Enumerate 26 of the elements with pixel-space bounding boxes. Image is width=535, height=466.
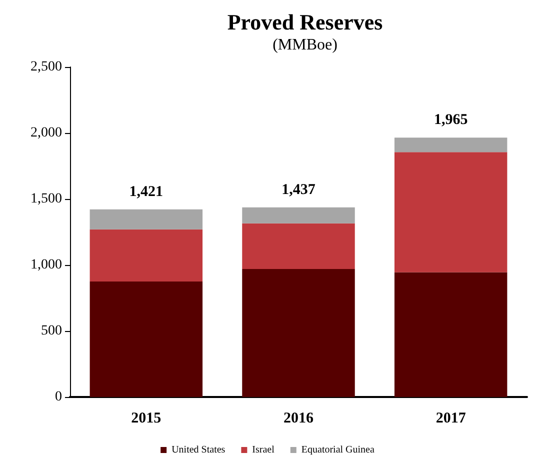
legend-label: United States — [172, 444, 226, 456]
y-tick-label: 2,500 — [30, 60, 62, 74]
total-label: 1,421 — [129, 184, 164, 200]
bar — [242, 268, 355, 397]
y-tick-label: 0 — [55, 390, 62, 404]
x-tick-label: 2017 — [436, 410, 466, 426]
bar — [90, 229, 203, 282]
legend-label: Israel — [252, 444, 275, 456]
bar — [394, 138, 508, 152]
x-tick-label: 2015 — [131, 410, 162, 426]
y-tick-label: 500 — [41, 324, 62, 338]
chart-title: Proved Reserves — [227, 10, 384, 34]
bar — [394, 272, 508, 397]
total-label: 1,965 — [434, 112, 468, 128]
bar — [90, 282, 203, 397]
y-tick-label: 1,500 — [30, 192, 62, 206]
y-tick-label: 1,000 — [30, 258, 62, 272]
bar — [90, 209, 203, 230]
legend-label: Equatorial Guinea — [301, 444, 375, 456]
x-tick-label: 2016 — [284, 410, 314, 426]
y-tick-label: 2,000 — [30, 126, 62, 140]
bar — [242, 207, 355, 224]
total-label: 1,437 — [282, 182, 316, 198]
bar — [242, 223, 355, 269]
chart-subtitle: (MMBoe) — [272, 36, 338, 54]
bar — [394, 152, 508, 272]
